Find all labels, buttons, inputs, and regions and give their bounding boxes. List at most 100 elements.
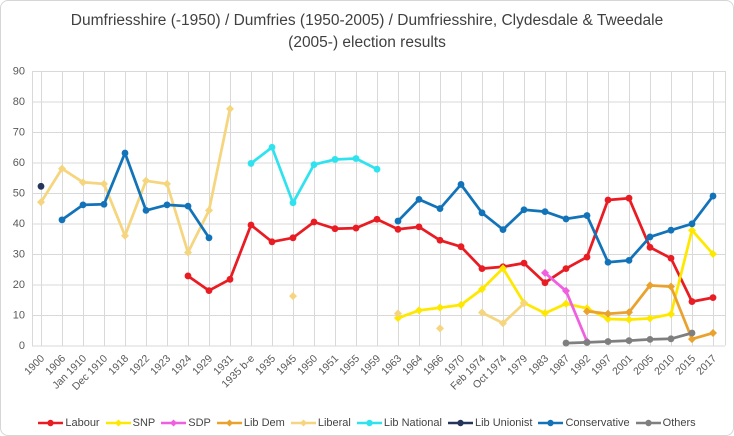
data-point-marker [625, 315, 633, 324]
series-conservative [58, 149, 717, 266]
series-lib-national [247, 143, 381, 207]
data-point-marker [247, 221, 255, 229]
y-tick-label: 90 [13, 66, 25, 78]
y-tick-label: 10 [13, 310, 25, 322]
series-line-liberal [39, 107, 526, 325]
data-point-marker [457, 181, 465, 188]
data-point-marker [394, 309, 402, 318]
data-point-marker [646, 314, 654, 323]
data-point-marker [100, 200, 108, 208]
legend-item-lib-national: Lib National [356, 417, 442, 429]
legend-item-snp: SNP [105, 417, 156, 429]
legend-marker-lib-national [356, 419, 382, 427]
data-point-marker [100, 179, 108, 188]
x-tick-label: 1963 [379, 353, 404, 378]
data-point-marker [310, 161, 318, 169]
data-point-marker [352, 155, 360, 162]
legend-item-lib-unionist: Lib Unionist [447, 417, 532, 429]
legend-marker-snp [105, 419, 131, 427]
x-tick-label: 1900 [22, 353, 47, 378]
data-point-marker [541, 279, 549, 287]
data-point-marker [121, 149, 129, 157]
x-tick-label: 1987 [547, 353, 572, 378]
data-point-marker [268, 238, 276, 246]
legend-item-liberal: Liberal [290, 417, 351, 429]
data-point-marker [436, 303, 444, 312]
data-point-marker [688, 329, 696, 337]
data-point-marker [289, 292, 297, 301]
legend-marker-lib-unionist [447, 419, 473, 427]
data-point-marker [646, 281, 654, 290]
data-point-marker [688, 298, 696, 305]
data-point-marker [58, 164, 66, 173]
data-point-marker [667, 335, 675, 343]
data-point-marker [562, 265, 570, 273]
data-point-marker [604, 258, 612, 266]
data-point-marker [604, 309, 612, 318]
x-tick-label: 1964 [400, 353, 425, 378]
data-point-marker [541, 208, 549, 216]
data-point-marker [289, 234, 297, 242]
y-tick-label: 0 [19, 340, 25, 352]
data-point-marker [646, 336, 654, 343]
data-point-marker [562, 215, 570, 223]
data-point-marker [37, 198, 45, 207]
data-point-marker [331, 225, 339, 233]
data-point-marker [709, 250, 717, 258]
data-point-marker [37, 182, 45, 190]
data-point-marker [184, 248, 192, 257]
y-tick-label: 20 [13, 279, 25, 291]
data-point-marker [394, 225, 402, 233]
series-sdp [541, 268, 591, 346]
legend-label-lib-dem: Lib Dem [243, 417, 285, 429]
data-point-marker [415, 196, 423, 203]
data-point-marker [478, 308, 486, 317]
legend-marker-sdp [161, 419, 187, 427]
series-snp [394, 226, 717, 324]
data-point-marker [604, 196, 612, 204]
data-point-marker [436, 205, 444, 212]
legend-item-others: Others [635, 417, 696, 429]
x-tick-label: 1997 [589, 353, 614, 378]
data-point-marker [205, 287, 213, 294]
legend-label-snp: SNP [132, 417, 156, 429]
y-tick-label: 80 [13, 96, 25, 108]
data-point-marker [499, 319, 507, 328]
series-line-snp [396, 228, 715, 321]
legend-label-conservative: Conservative [565, 417, 630, 429]
data-point-marker [583, 253, 591, 261]
data-point-marker [289, 199, 297, 207]
data-point-marker [667, 226, 675, 234]
data-point-marker [163, 201, 171, 209]
data-point-marker [79, 201, 87, 209]
data-point-marker [205, 234, 213, 242]
data-point-marker [310, 218, 318, 226]
x-tick-label: 1935 [253, 353, 278, 378]
data-point-marker [478, 265, 486, 273]
series-labour [184, 194, 717, 305]
series-lib-unionist [37, 182, 45, 190]
data-point-marker [436, 324, 444, 333]
data-point-marker [583, 212, 591, 219]
data-point-marker [226, 104, 234, 113]
chart-title: Dumfriesshire (-1950) / Dumfries (1950-2… [70, 12, 664, 51]
data-point-marker [541, 309, 549, 318]
data-point-marker [625, 194, 633, 202]
data-point-marker [247, 160, 255, 167]
legend-item-sdp: SDP [161, 417, 211, 429]
data-point-marker [667, 282, 675, 291]
data-point-marker [142, 176, 150, 185]
chart-legend: Labour SNP SDP Lib Dem Liberal Lib National Li… [1, 417, 733, 429]
y-tick-label: 50 [13, 188, 25, 200]
x-tick-label: 1929 [190, 353, 215, 378]
x-tick-label: 2001 [610, 353, 635, 378]
x-tick-label: 2015 [673, 353, 698, 378]
data-point-marker [688, 226, 696, 235]
legend-item-lib-dem: Lib Dem [216, 417, 285, 429]
data-point-marker [604, 338, 612, 345]
y-tick-label: 60 [13, 157, 25, 169]
legend-label-lib-national: Lib National [383, 417, 442, 429]
data-point-marker [667, 310, 675, 319]
data-point-marker [709, 328, 717, 337]
